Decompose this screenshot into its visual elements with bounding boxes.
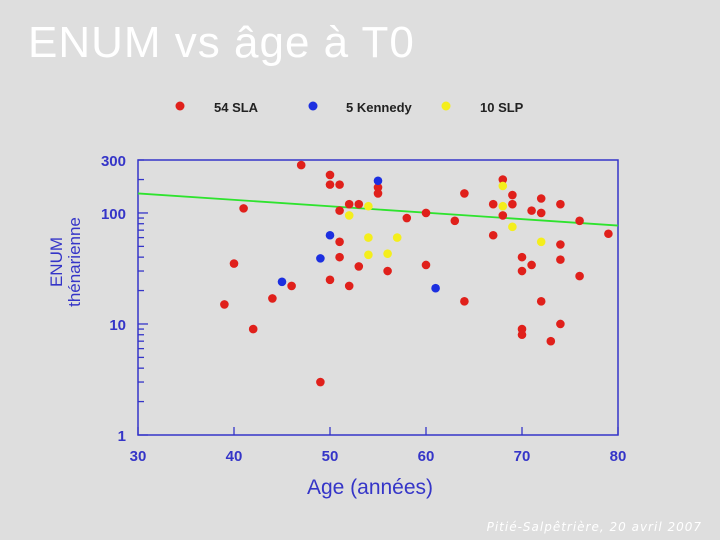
data-points — [220, 160, 613, 387]
point-kennedy — [431, 283, 440, 293]
legend-label-sla: 54 SLA — [214, 100, 259, 115]
point-sla — [488, 230, 498, 240]
x-tick-label: 50 — [322, 448, 339, 465]
y-axis-label: ENUM thénarienne — [47, 202, 84, 322]
point-sla — [488, 199, 498, 209]
point-sla — [335, 206, 344, 215]
trend-line — [137, 192, 619, 227]
point-slp — [392, 233, 402, 242]
point-sla — [498, 175, 508, 184]
point-sla — [546, 336, 556, 346]
point-sla — [335, 180, 344, 189]
point-kennedy — [316, 254, 325, 263]
point-sla — [517, 266, 527, 276]
x-tick-label: 70 — [514, 448, 531, 465]
point-kennedy — [277, 277, 287, 287]
point-sla — [383, 266, 392, 276]
point-sla — [335, 237, 344, 247]
point-sla — [229, 259, 239, 268]
x-tick-label: 80 — [610, 448, 627, 465]
point-sla — [354, 199, 364, 209]
point-sla — [325, 180, 335, 189]
x-tick-label: 60 — [418, 448, 435, 465]
point-sla — [287, 281, 296, 291]
point-sla — [344, 281, 354, 291]
point-slp — [364, 233, 373, 242]
point-sla — [536, 194, 546, 203]
point-sla — [325, 275, 335, 285]
point-sla — [517, 252, 527, 262]
point-sla — [354, 262, 364, 271]
x-tick-label: 30 — [130, 448, 147, 465]
y-axis-label-line2: thénarienne — [65, 217, 84, 307]
point-sla — [556, 199, 565, 209]
point-slp — [344, 211, 354, 220]
y-tick-label: 10 — [109, 317, 126, 334]
point-sla — [450, 216, 460, 226]
legend-marker-kennedy — [308, 101, 318, 111]
point-sla — [296, 160, 306, 170]
slide-title: ENUM vs âge à T0 — [28, 18, 415, 67]
point-sla — [536, 208, 546, 218]
point-sla — [239, 204, 248, 213]
point-sla — [402, 213, 412, 223]
y-axis-ticks: 1 10 100 300 — [101, 153, 148, 445]
y-tick-label: 100 — [101, 206, 126, 223]
point-sla — [508, 199, 517, 209]
point-sla — [508, 190, 517, 200]
x-axis-label: Age (années) — [306, 476, 434, 499]
point-kennedy — [373, 176, 383, 186]
point-sla — [536, 297, 546, 306]
point-sla — [220, 300, 229, 309]
point-slp — [498, 181, 508, 191]
point-sla — [373, 183, 383, 192]
point-kennedy — [325, 230, 335, 240]
point-sla — [325, 170, 335, 180]
point-sla — [248, 324, 258, 334]
legend-label-kennedy: 5 Kennedy — [346, 100, 413, 115]
legend-label-slp: 10 SLP — [480, 100, 524, 115]
point-sla — [575, 216, 584, 226]
point-sla — [421, 260, 431, 270]
point-sla — [527, 260, 536, 270]
point-sla — [335, 252, 344, 262]
point-slp — [508, 222, 517, 232]
point-sla — [421, 208, 431, 218]
point-sla — [604, 229, 613, 239]
point-sla — [373, 189, 383, 198]
point-sla — [344, 199, 354, 209]
x-axis-ticks: 30 40 50 60 70 80 — [130, 427, 627, 465]
point-sla — [460, 297, 469, 306]
point-sla — [575, 271, 584, 281]
legend-marker-sla — [175, 101, 185, 111]
point-sla — [316, 377, 325, 387]
point-sla — [556, 255, 565, 264]
point-sla — [556, 240, 565, 249]
point-slp — [364, 201, 373, 211]
y-tick-label: 1 — [118, 428, 126, 445]
x-tick-label: 40 — [226, 448, 243, 465]
point-sla — [556, 319, 565, 329]
footer-text: Pitié-Salpêtrière, 20 avril 2007 — [486, 520, 702, 534]
point-slp — [536, 237, 546, 247]
legend: 54 SLA 5 Kennedy 10 SLP — [175, 100, 524, 115]
point-sla — [268, 294, 277, 303]
y-tick-label: 300 — [101, 153, 126, 170]
point-slp — [498, 201, 508, 211]
plot-frame — [137, 159, 619, 436]
point-sla — [498, 211, 508, 220]
legend-marker-slp — [441, 101, 451, 111]
point-slp — [364, 250, 373, 260]
point-sla — [460, 189, 469, 198]
point-slp — [383, 249, 392, 258]
y-axis-label-line1: ENUM — [47, 236, 66, 288]
point-sla — [527, 206, 536, 215]
point-sla — [517, 330, 527, 340]
